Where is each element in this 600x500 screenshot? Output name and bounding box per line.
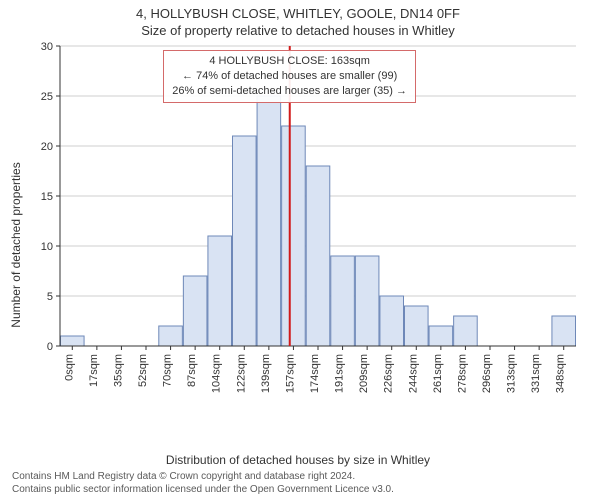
svg-text:139sqm: 139sqm [260, 354, 272, 393]
svg-text:52sqm: 52sqm [137, 354, 149, 387]
svg-text:331sqm: 331sqm [530, 354, 542, 393]
annotation-line-2: ← 74% of detached houses are smaller (99… [172, 69, 407, 84]
annotation-box: 4 HOLLYBUSH CLOSE: 163sqm ← 74% of detac… [163, 50, 416, 103]
svg-text:104sqm: 104sqm [211, 354, 223, 393]
svg-text:35sqm: 35sqm [112, 354, 124, 387]
svg-text:5: 5 [47, 291, 53, 303]
svg-text:244sqm: 244sqm [407, 354, 419, 393]
svg-text:10: 10 [41, 241, 53, 253]
svg-text:348sqm: 348sqm [555, 354, 567, 393]
title-sub: Size of property relative to detached ho… [6, 23, 590, 38]
svg-text:17sqm: 17sqm [88, 354, 100, 387]
annotation-line-1: 4 HOLLYBUSH CLOSE: 163sqm [172, 54, 407, 69]
x-axis-label: Distribution of detached houses by size … [6, 453, 590, 467]
svg-text:30: 30 [41, 41, 53, 53]
svg-text:20: 20 [41, 141, 53, 153]
svg-text:0sqm: 0sqm [63, 354, 75, 381]
histogram-chart: 0 5 10 15 20 25 30 0sqm 17sqm 35sqm 52sqm 70sqm 87sq… [26, 38, 590, 451]
svg-text:174sqm: 174sqm [309, 354, 321, 393]
svg-text:226sqm: 226sqm [383, 354, 395, 393]
svg-text:87sqm: 87sqm [186, 354, 198, 387]
svg-text:261sqm: 261sqm [432, 354, 444, 393]
svg-text:122sqm: 122sqm [235, 354, 247, 393]
annotation-line-3: 26% of semi-detached houses are larger (… [172, 84, 407, 99]
svg-text:15: 15 [41, 191, 53, 203]
footer-line-2: Contains public sector information licen… [12, 484, 590, 497]
footer-line-1: Contains HM Land Registry data © Crown c… [12, 471, 590, 484]
title-main: 4, HOLLYBUSH CLOSE, WHITLEY, GOOLE, DN14… [6, 6, 590, 21]
svg-text:209sqm: 209sqm [358, 354, 370, 393]
svg-text:191sqm: 191sqm [334, 354, 346, 393]
svg-text:313sqm: 313sqm [506, 354, 518, 393]
svg-text:70sqm: 70sqm [162, 354, 174, 387]
svg-text:157sqm: 157sqm [284, 354, 296, 393]
y-axis-label: Number of detached properties [9, 162, 23, 327]
svg-text:278sqm: 278sqm [456, 354, 468, 393]
svg-text:0: 0 [47, 341, 53, 353]
svg-text:25: 25 [41, 91, 53, 103]
svg-text:296sqm: 296sqm [481, 354, 493, 393]
